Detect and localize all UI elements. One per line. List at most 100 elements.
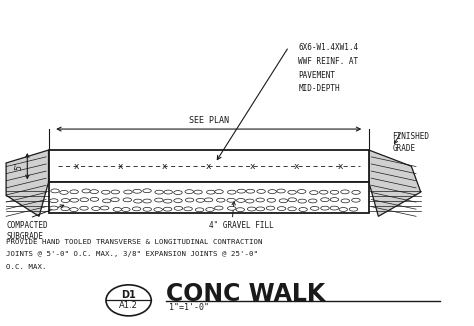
Ellipse shape (70, 208, 78, 212)
Text: x: x (118, 162, 123, 171)
Ellipse shape (155, 190, 164, 194)
Text: SUBGRADE: SUBGRADE (6, 232, 43, 242)
Ellipse shape (111, 190, 119, 194)
Ellipse shape (321, 198, 329, 201)
Ellipse shape (185, 198, 194, 202)
Ellipse shape (288, 190, 296, 194)
Ellipse shape (330, 206, 338, 210)
Ellipse shape (164, 207, 172, 211)
Ellipse shape (321, 206, 329, 210)
Ellipse shape (277, 207, 286, 211)
Text: x: x (206, 162, 211, 171)
Ellipse shape (309, 199, 317, 203)
Text: GRADE: GRADE (392, 144, 416, 153)
Ellipse shape (237, 199, 245, 202)
Text: 1"=1'-0": 1"=1'-0" (169, 303, 209, 312)
Ellipse shape (228, 190, 236, 194)
Ellipse shape (215, 190, 223, 194)
Text: A1.2: A1.2 (119, 301, 138, 310)
Ellipse shape (102, 199, 111, 203)
Ellipse shape (164, 190, 173, 194)
Ellipse shape (70, 198, 79, 202)
Text: JOINTS @ 5'-0" O.C. MAX., 3/8" EXPANSION JOINTS @ 25'-0": JOINTS @ 5'-0" O.C. MAX., 3/8" EXPANSION… (6, 251, 258, 257)
Ellipse shape (101, 190, 110, 194)
Ellipse shape (60, 190, 68, 194)
Ellipse shape (227, 198, 236, 202)
Text: D1: D1 (121, 290, 136, 300)
Ellipse shape (330, 198, 339, 201)
Ellipse shape (341, 199, 349, 203)
Ellipse shape (124, 190, 132, 194)
Ellipse shape (194, 190, 202, 194)
Ellipse shape (215, 206, 223, 210)
Ellipse shape (277, 189, 285, 193)
Text: MID-DEPTH: MID-DEPTH (298, 84, 340, 93)
Ellipse shape (247, 207, 256, 211)
Ellipse shape (184, 207, 192, 211)
Ellipse shape (246, 199, 254, 203)
Ellipse shape (207, 190, 215, 194)
Ellipse shape (154, 208, 163, 212)
Ellipse shape (339, 208, 347, 212)
Ellipse shape (319, 190, 328, 194)
Text: O.C. MAX.: O.C. MAX. (6, 263, 46, 270)
Ellipse shape (90, 198, 99, 201)
Ellipse shape (228, 206, 236, 210)
Ellipse shape (267, 198, 275, 202)
Ellipse shape (352, 198, 360, 202)
Ellipse shape (310, 206, 319, 210)
Ellipse shape (349, 207, 358, 211)
Ellipse shape (82, 189, 91, 193)
Ellipse shape (299, 208, 307, 212)
Text: 6X6-W1.4XW1.4: 6X6-W1.4XW1.4 (298, 43, 358, 52)
Ellipse shape (80, 206, 88, 210)
Ellipse shape (143, 207, 152, 211)
Ellipse shape (70, 190, 78, 194)
Ellipse shape (206, 208, 214, 212)
Ellipse shape (111, 198, 119, 201)
Ellipse shape (173, 191, 182, 195)
Text: x: x (294, 162, 300, 171)
Ellipse shape (298, 199, 307, 203)
Ellipse shape (256, 207, 264, 211)
Text: SEE PLAN: SEE PLAN (189, 116, 229, 125)
Text: CONC WALK: CONC WALK (166, 282, 326, 306)
Text: COMPACTED: COMPACTED (6, 221, 48, 230)
Ellipse shape (80, 198, 89, 202)
Text: PAVEMENT: PAVEMENT (298, 70, 335, 80)
Ellipse shape (61, 199, 70, 202)
Polygon shape (369, 150, 421, 216)
Ellipse shape (246, 189, 255, 193)
Ellipse shape (50, 199, 58, 203)
Ellipse shape (61, 207, 69, 211)
Ellipse shape (100, 206, 109, 210)
Ellipse shape (123, 198, 132, 202)
Ellipse shape (236, 208, 245, 212)
Ellipse shape (341, 190, 349, 194)
Ellipse shape (288, 198, 297, 202)
Ellipse shape (266, 206, 275, 210)
Ellipse shape (185, 190, 193, 194)
Ellipse shape (217, 198, 225, 202)
Text: PROVIDE HAND TOOLED TRANSVERSE & LONGITUDINAL CONTRACTION: PROVIDE HAND TOOLED TRANSVERSE & LONGITU… (6, 239, 263, 245)
Ellipse shape (51, 189, 59, 193)
Text: WWF REINF. AT: WWF REINF. AT (298, 57, 358, 66)
Text: 5": 5" (14, 162, 23, 170)
Text: 4" GRAVEL FILL: 4" GRAVEL FILL (209, 221, 273, 230)
Polygon shape (6, 150, 48, 216)
Bar (48, 150, 369, 182)
Ellipse shape (133, 189, 141, 193)
Ellipse shape (91, 207, 100, 211)
Ellipse shape (132, 207, 141, 211)
Ellipse shape (204, 198, 213, 202)
Ellipse shape (310, 191, 318, 195)
Ellipse shape (155, 198, 163, 202)
Ellipse shape (174, 199, 182, 202)
Ellipse shape (257, 189, 265, 193)
Ellipse shape (143, 199, 151, 203)
Ellipse shape (174, 206, 182, 210)
Ellipse shape (256, 198, 264, 202)
Ellipse shape (352, 190, 360, 194)
Ellipse shape (143, 189, 151, 193)
Text: x: x (74, 162, 80, 171)
